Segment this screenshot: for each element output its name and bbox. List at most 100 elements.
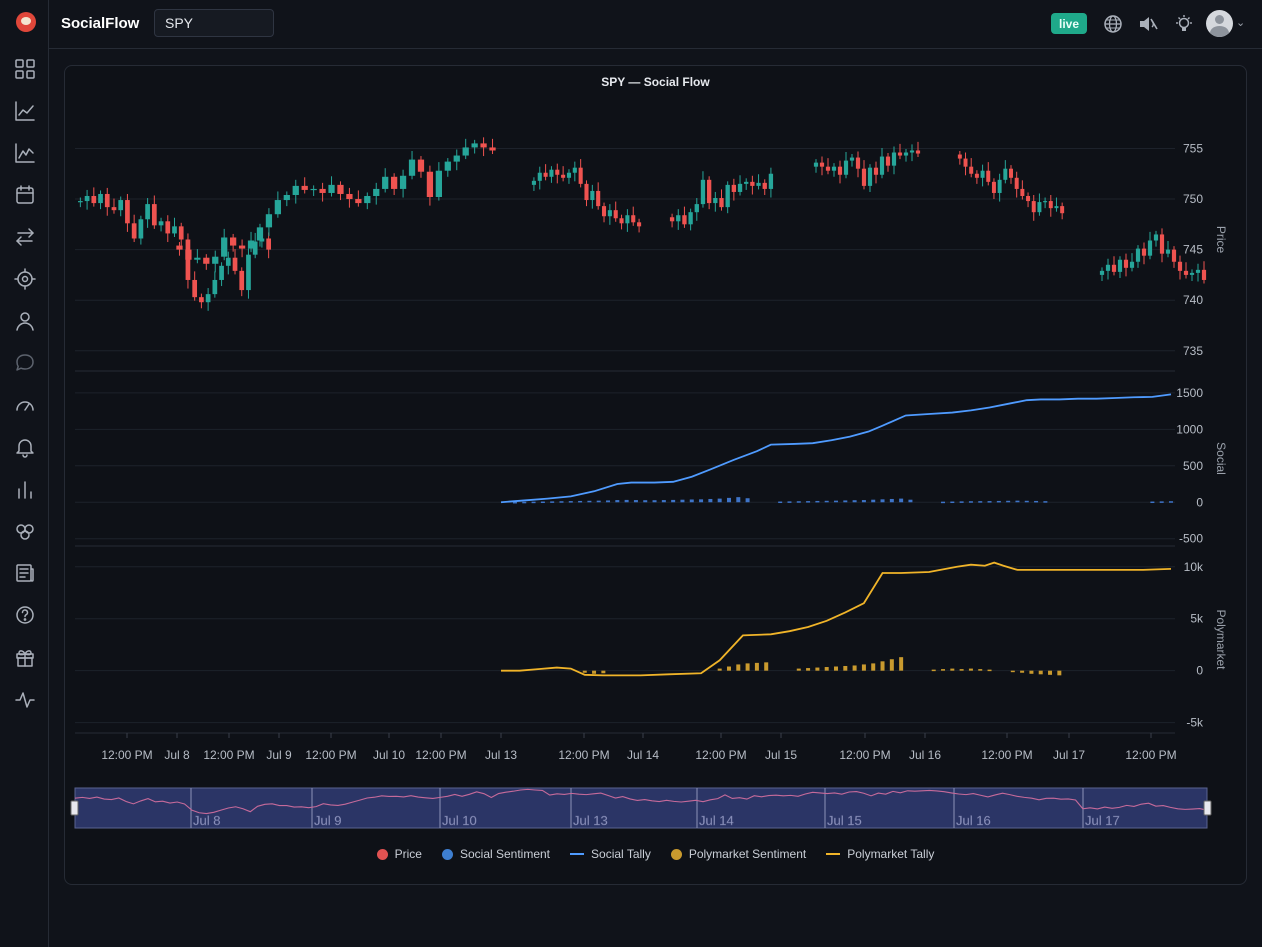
symbol-search-input[interactable]: [154, 9, 274, 37]
social-sentiment-bar: [908, 499, 913, 503]
navigator-left-handle[interactable]: [70, 800, 79, 816]
candle-body: [1009, 168, 1013, 178]
candle-body: [1183, 270, 1189, 275]
candle-body: [756, 182, 761, 186]
bell-icon[interactable]: [14, 436, 36, 458]
candle: [194, 249, 201, 264]
chart-area-icon[interactable]: [14, 142, 36, 164]
candle-body: [194, 257, 201, 260]
candle-body: [1014, 177, 1019, 189]
social-sentiment-bar: [717, 498, 722, 503]
candle: [391, 173, 398, 195]
y-tick-label: 735: [1183, 344, 1203, 358]
app-logo-icon[interactable]: [16, 12, 36, 32]
candle: [861, 160, 867, 190]
pulse-icon[interactable]: [14, 688, 36, 710]
candle-body: [762, 182, 767, 189]
legend-label: Polymarket Sentiment: [688, 847, 807, 861]
legend-item[interactable]: Social Tally: [570, 846, 651, 862]
candle-body: [435, 170, 442, 198]
candle-body: [205, 294, 211, 303]
candle-body: [212, 256, 219, 264]
candle-body: [549, 169, 554, 177]
live-status-badge[interactable]: live: [1051, 13, 1087, 34]
bar-chart-icon[interactable]: [14, 478, 36, 500]
y-tick-label: 745: [1183, 243, 1203, 257]
candle: [744, 178, 749, 190]
candle: [138, 215, 144, 245]
candle-body: [980, 170, 985, 178]
x-tick-label: Jul 14: [627, 748, 659, 762]
user-icon[interactable]: [14, 310, 36, 332]
candle-body: [963, 158, 968, 167]
candle-body: [974, 173, 979, 178]
legend-item[interactable]: Polymarket Sentiment: [670, 846, 807, 862]
legend-item[interactable]: Social Sentiment: [441, 846, 550, 862]
legend-item[interactable]: Price: [376, 846, 422, 862]
candle-body: [1177, 261, 1183, 271]
social-sentiment-bar: [1015, 500, 1020, 503]
gauge-icon[interactable]: [14, 394, 36, 416]
chat-icon[interactable]: [14, 352, 36, 374]
y-tick-label: -500: [1179, 532, 1203, 546]
chevron-down-icon[interactable]: ⌄: [1236, 17, 1246, 29]
legend-item[interactable]: Polymarket Tally: [826, 846, 934, 862]
social-sentiment-bar: [1006, 500, 1011, 503]
candle-body: [111, 207, 117, 211]
social-flow-chart[interactable]: 735 740 745 750 755 Price 1500 1000 500 0 -500 Soci…: [65, 66, 1246, 846]
candle: [849, 154, 855, 167]
social-sentiment-bar: [512, 501, 517, 504]
social-sentiment-bar: [708, 498, 713, 503]
candle: [986, 162, 991, 186]
social-sentiment-bar: [550, 501, 555, 503]
candle: [145, 198, 150, 228]
candle-body: [471, 143, 478, 148]
candle: [373, 182, 380, 205]
gift-icon[interactable]: [14, 646, 36, 668]
y-tick-label: -5k: [1186, 716, 1204, 730]
groups-icon[interactable]: [14, 520, 36, 542]
navigator-label: Jul 13: [573, 813, 608, 828]
candle: [453, 149, 460, 171]
candle-body: [408, 159, 416, 176]
candle: [346, 187, 353, 208]
mute-icon[interactable]: [1137, 13, 1159, 35]
candle-body: [1048, 201, 1053, 209]
polymarket-sentiment-bar: [745, 663, 750, 671]
candle: [192, 271, 198, 301]
theme-icon[interactable]: [1173, 13, 1195, 35]
social-sentiment-bar: [834, 500, 838, 503]
candle-body: [230, 237, 237, 246]
help-icon[interactable]: [14, 604, 36, 626]
x-tick-label: 12:00 PM: [839, 748, 890, 762]
candle-body: [246, 254, 251, 291]
target-icon[interactable]: [14, 268, 36, 290]
candle-body: [613, 210, 618, 219]
polymarket-sentiment-bar: [764, 662, 769, 671]
candle: [991, 178, 996, 200]
social-sentiment-bar: [987, 501, 992, 503]
candle-body: [1153, 234, 1159, 241]
candle: [1201, 261, 1207, 284]
candle: [151, 195, 157, 229]
candle-body: [78, 201, 83, 203]
candle: [903, 148, 909, 162]
calendar-icon[interactable]: [14, 184, 36, 206]
globe-icon[interactable]: [1102, 13, 1124, 35]
candle-body: [238, 245, 246, 249]
social-sentiment-bar: [815, 500, 820, 503]
candle-body: [819, 162, 825, 167]
navigator-right-handle[interactable]: [1203, 800, 1212, 816]
news-icon[interactable]: [14, 562, 36, 584]
candle-body: [373, 188, 380, 197]
avatar[interactable]: [1206, 10, 1233, 37]
topbar: SocialFlow live ⌄: [49, 0, 1262, 49]
chart-line-icon[interactable]: [14, 100, 36, 122]
candle-body: [1031, 201, 1036, 213]
navigator-label: Jul 10: [442, 813, 477, 828]
candle: [831, 163, 837, 177]
swap-icon[interactable]: [14, 226, 36, 248]
candle-body: [310, 188, 317, 191]
polymarket-sentiment-bar: [834, 666, 838, 671]
grid-icon[interactable]: [14, 58, 36, 80]
